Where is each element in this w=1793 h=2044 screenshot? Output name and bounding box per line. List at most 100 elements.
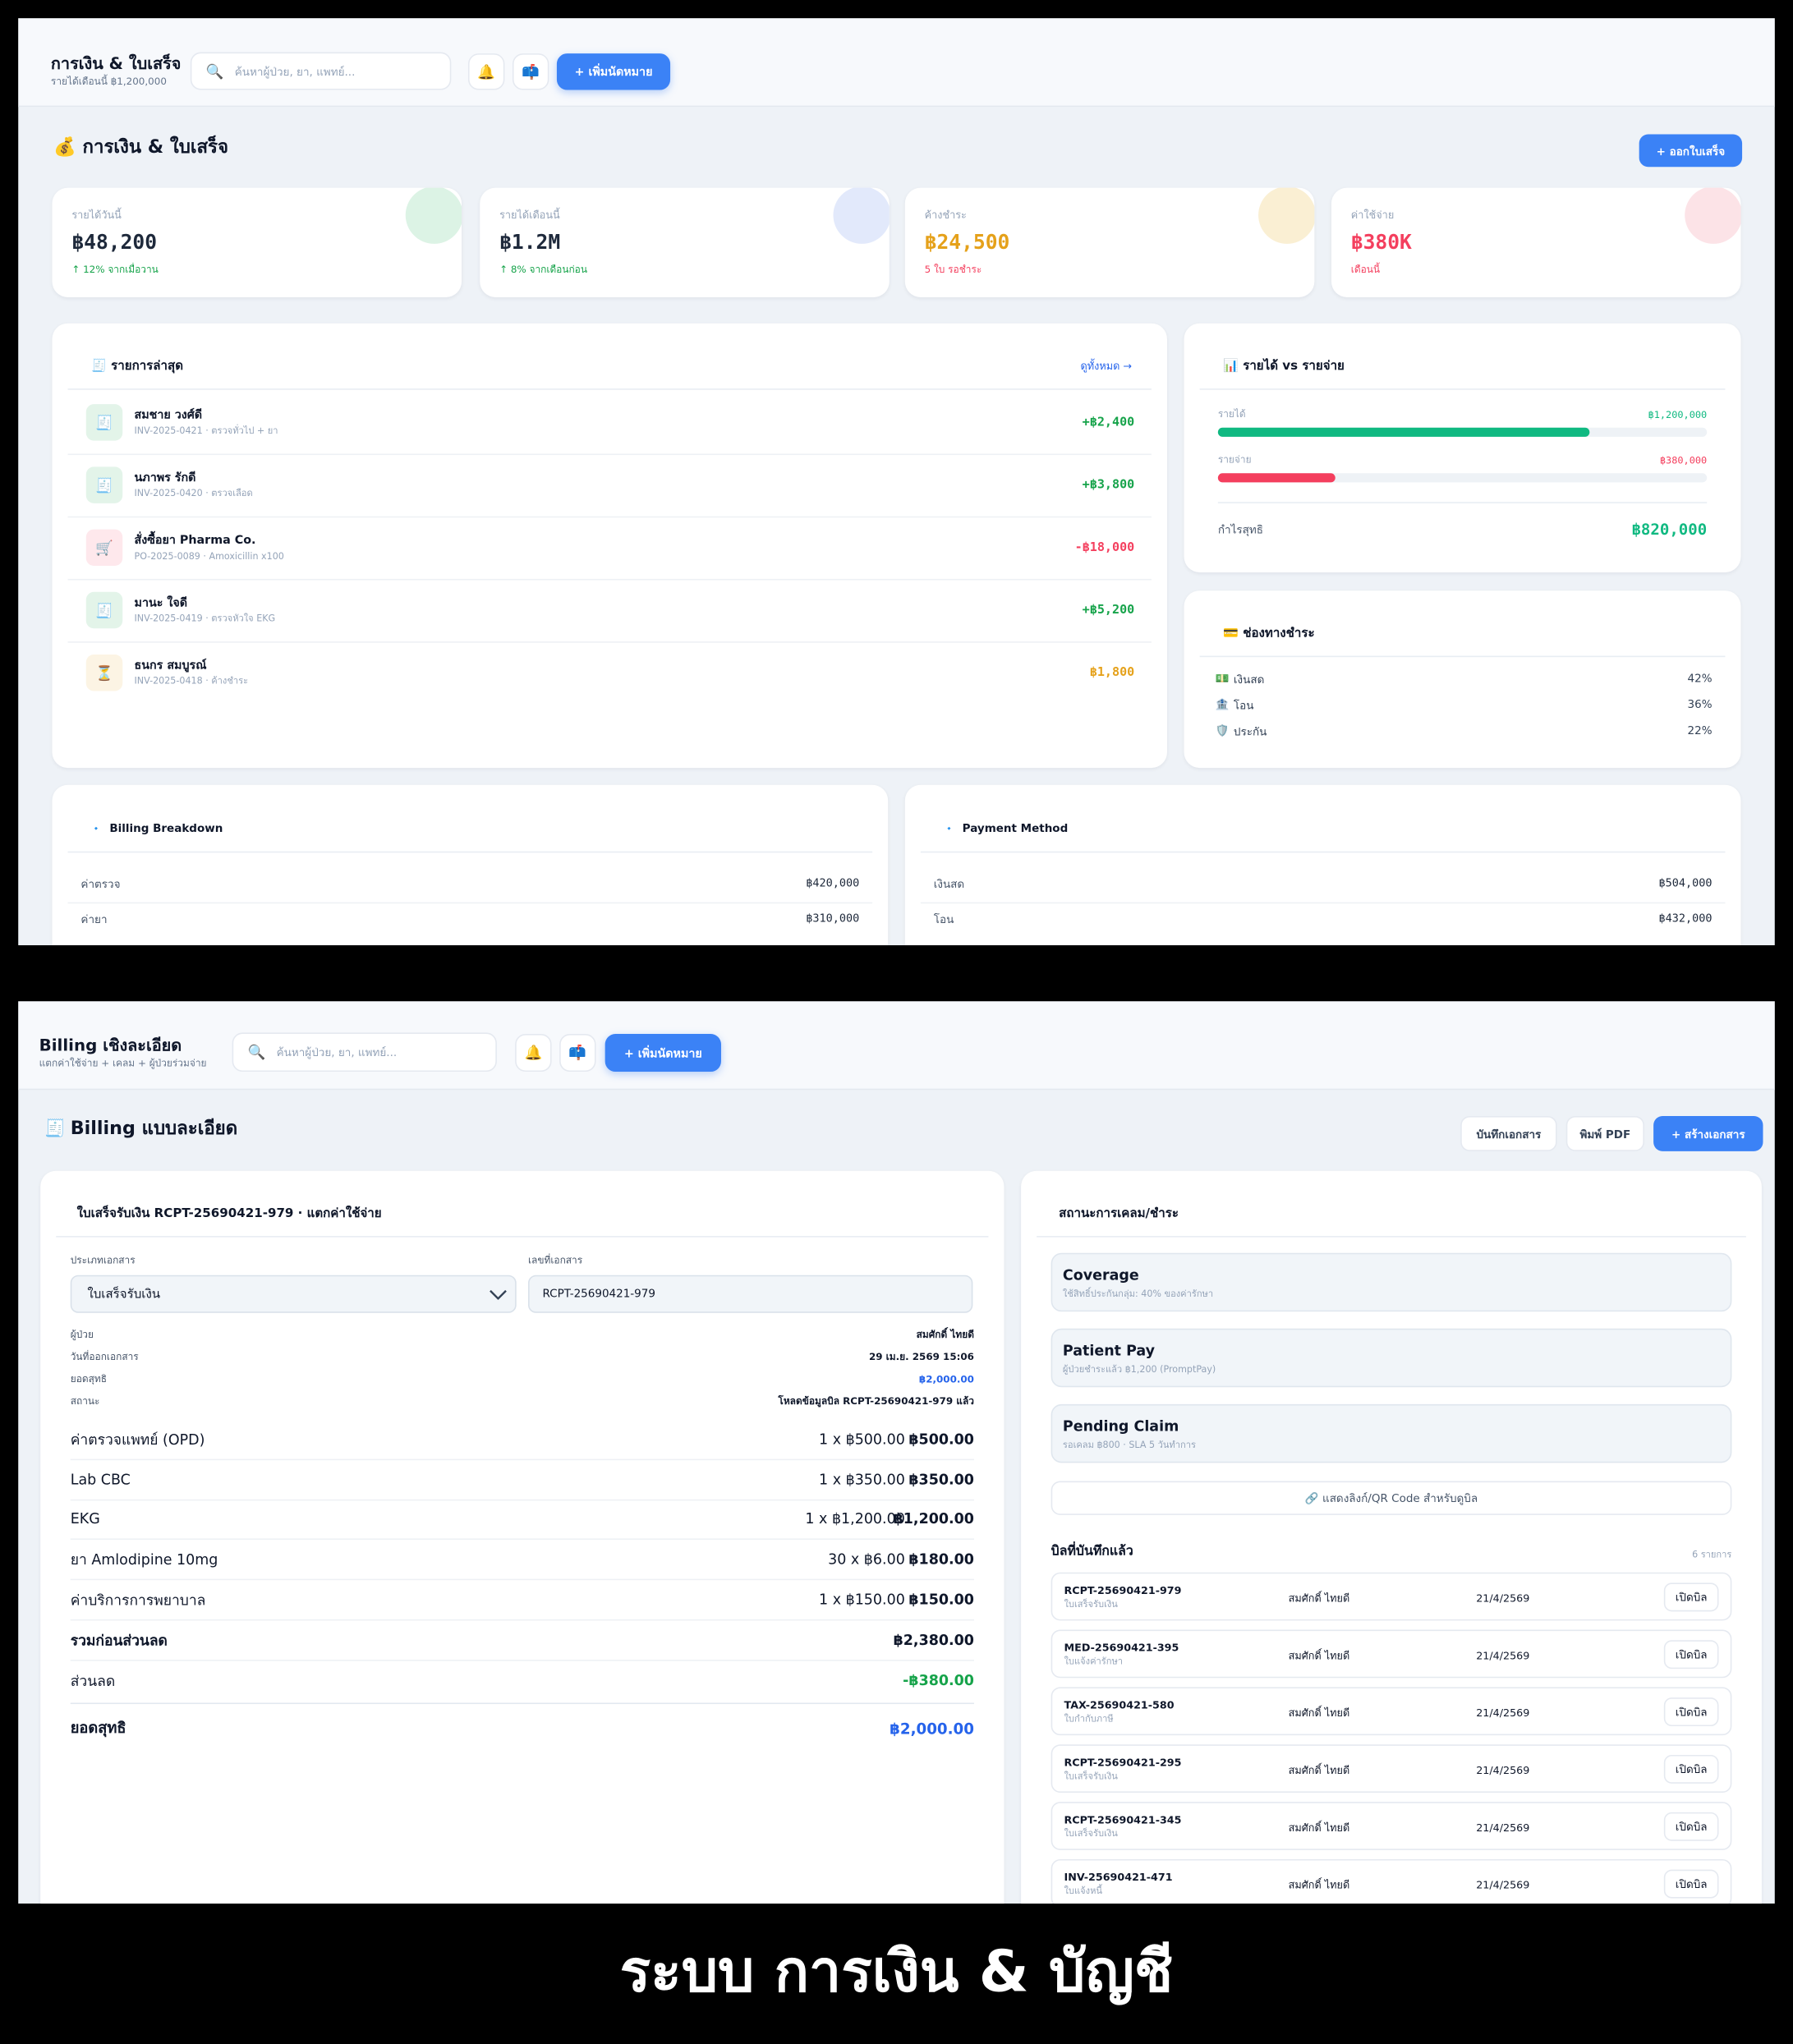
page-title: Billing แบบละเอียด [70, 1118, 238, 1140]
bill-date: 21/4/2569 [1476, 1650, 1530, 1662]
transaction-row: 🛒 สั่งซื้อยา Pharma Co. PO-2025-0089 · Amo… [67, 517, 1152, 581]
bill-patient: สมศักดิ์ ไทยดี [1288, 1592, 1350, 1605]
bill-date: 21/4/2569 [1476, 1707, 1530, 1720]
transaction-detail: INV-2025-0419 · ตรวจหัวใจ EKG [134, 613, 276, 624]
transaction-row: 🧾 มานะ ใจดี INV-2025-0419 · ตรวจหัวใจ EKG +… [67, 579, 1152, 643]
item-amount: ฿500.00 [908, 1431, 974, 1449]
open-bill-button[interactable]: เปิดบิล [1663, 1812, 1719, 1841]
status-title: Pending Claim [1062, 1417, 1179, 1435]
search-icon: 🔍 [247, 1043, 266, 1061]
item-qty: 1 x ฿350.00 [819, 1471, 905, 1489]
bell-button[interactable]: 🔔 [467, 53, 505, 90]
document-card: ใบเสร็จรับเงิน RCPT-25690421-979 · แตกค่… [40, 1170, 1005, 1904]
app-subtitle: แตกค่าใช้จ่าย + เคลม + ผู้ป่วยร่วมจ่าย [39, 1057, 207, 1069]
bill-patient: สมศักดิ์ ไทยดี [1288, 1650, 1350, 1662]
transaction-icon: 🧾 [85, 591, 123, 629]
bar-track [1217, 427, 1708, 437]
open-bill-button[interactable]: เปิดบิล [1663, 1754, 1719, 1784]
item-name: ค่าตรวจแพทย์ (OPD) [70, 1431, 205, 1449]
item-amount: ฿150.00 [908, 1591, 974, 1609]
summary-card: 🔹 Payment Method เงินสด ฿504,000 โอน ฿432,000 [904, 784, 1741, 946]
divider [70, 1499, 974, 1501]
status-detail: ใช้สิทธิ์ประกันกลุ่ม: 40% ของค่ารักษา [1062, 1288, 1214, 1300]
total-value: ฿2,000.00 [890, 1720, 974, 1739]
channel-share: 22% [1687, 724, 1713, 738]
field-label: ประเภทเอกสาร [70, 1254, 136, 1266]
stat-card: รายได้วันนี้ ฿48,200 ↑ 12% จากเมื่อวาน [52, 187, 462, 297]
view-all-link[interactable]: ดูทั้งหมด → [1080, 360, 1133, 373]
bill-row: RCPT-25690421-295 ใบเสร็จรับเงิน สมศักดิ์ … [1051, 1744, 1732, 1793]
item-qty: 1 x ฿500.00 [819, 1431, 905, 1449]
bill-row: RCPT-25690421-979 ใบเสร็จรับเงิน สมศักดิ์ … [1051, 1572, 1732, 1621]
finance-screen: การเงิน & ใบเสร็จ รายได้เดือนนี้ ฿1,200,0… [18, 18, 1775, 946]
action-button[interactable]: บันทึกเอกสาร [1460, 1116, 1557, 1151]
payment-channels-card: 💳 ช่องทางชำระ 💵 เงินสด 42% 🏦 โอน 36% 🛡️ ประกัน 22… [1184, 590, 1741, 769]
bill-code: TAX-25690421-580 [1064, 1699, 1175, 1711]
bill-type: ใบแจ้งค่ารักษา [1064, 1656, 1124, 1667]
add-appointment-button[interactable]: + เพิ่มนัดหมาย [556, 53, 671, 90]
open-bill-button[interactable]: เปิดบิล [1663, 1582, 1719, 1612]
stat-note: เดือนนี้ [1350, 263, 1381, 275]
subtotal-label: รวมก่อนส่วนลด [70, 1632, 168, 1650]
transaction-detail: INV-2025-0421 · ตรวจทั่วไป + ยา [134, 425, 278, 437]
caption: ระบบ การเงิน & บัญชี [619, 1938, 1174, 2005]
income-expense-card: 📊 รายได้ vs รายจ่าย รายได้ ฿1,200,000 รายจ่… [1184, 323, 1741, 572]
open-bill-button[interactable]: เปิดบิล [1663, 1640, 1719, 1670]
divider [1199, 655, 1726, 658]
subtotal-value: ฿2,380.00 [893, 1631, 974, 1649]
mail-button[interactable]: 📫 [559, 1033, 596, 1073]
transaction-icon: ⏳ [85, 654, 123, 691]
stat-value: ฿1.2M [499, 231, 561, 255]
action-button[interactable]: พิมพ์ PDF [1565, 1116, 1645, 1151]
channel-icon: 🛡️ [1215, 724, 1230, 738]
billing-screen: Billing เชิงละเอียด แตกค่าใช้จ่าย + เคลม … [18, 1001, 1775, 1904]
mail-button[interactable]: 📫 [512, 53, 549, 90]
bill-date: 21/4/2569 [1476, 1764, 1530, 1777]
issue-receipt-button[interactable]: + ออกใบเสร็จ [1639, 134, 1743, 168]
bar-fill [1217, 473, 1336, 483]
transaction-amount: +฿2,400 [1082, 415, 1135, 430]
channel-icon: 💵 [1215, 673, 1230, 687]
add-appointment-button[interactable]: + เพิ่มนัดหมาย [605, 1033, 721, 1073]
card-title: สถานะการเคลม/ชำระ [1059, 1206, 1179, 1221]
divider [56, 1236, 989, 1238]
bell-button[interactable]: 🔔 [515, 1033, 552, 1073]
info-value: ฿2,000.00 [918, 1373, 974, 1385]
stat-note: 5 ใบ รอชำระ [924, 263, 982, 275]
channel-share: 36% [1687, 698, 1713, 712]
transaction-name: สั่งซื้อยา Pharma Co. [134, 534, 256, 548]
qr-link-button[interactable]: 🔗 แสดงลิงก์/QR Code สำหรับดูบิล [1051, 1481, 1732, 1515]
stat-label: ค่าใช้จ่าย [1350, 209, 1395, 222]
stat-card: รายได้เดือนนี้ ฿1.2M ↑ 8% จากเดือนก่อน [480, 187, 890, 297]
transaction-name: นภาพร รักดี [134, 471, 196, 485]
bill-code: INV-25690421-471 [1064, 1872, 1173, 1884]
doc-type-select[interactable]: ใบเสร็จรับเงิน [70, 1275, 517, 1313]
transaction-name: สมชาย วงศ์ดี [134, 409, 203, 423]
item-name: Lab CBC [70, 1471, 131, 1489]
app-title: การเงิน & ใบเสร็จ [50, 53, 182, 73]
stat-label: รายได้เดือนนี้ [499, 209, 560, 222]
search-placeholder: ค้นหาผู้ป่วย, ยา, แพทย์... [234, 66, 356, 80]
transaction-detail: INV-2025-0418 · ค้างชำระ [134, 676, 249, 687]
summary-label: โอน [933, 913, 954, 927]
stat-value: ฿24,500 [924, 231, 1010, 255]
stat-accent [1258, 187, 1315, 244]
divider [1199, 388, 1726, 390]
transaction-row: 🧾 สมชาย วงศ์ดี INV-2025-0421 · ตรวจทั่วไป … [67, 391, 1152, 456]
field-label: เลขที่เอกสาร [527, 1254, 583, 1266]
search-icon: 🔍 [205, 62, 224, 80]
open-bill-button[interactable]: เปิดบิล [1663, 1697, 1719, 1727]
select-value: ใบเสร็จรับเงิน [87, 1286, 161, 1302]
bill-type: ใบเสร็จรับเงิน [1064, 1771, 1118, 1782]
search-box[interactable]: 🔍 ค้นหาผู้ป่วย, ยา, แพทย์... [190, 52, 452, 90]
search-box[interactable]: 🔍 ค้นหาผู้ป่วย, ยา, แพทย์... [232, 1032, 497, 1073]
transaction-icon: 🛒 [85, 529, 123, 567]
channel-label: โอน [1233, 700, 1254, 714]
stat-value: ฿48,200 [71, 231, 158, 255]
doc-number-input[interactable]: RCPT-25690421-979 [527, 1275, 973, 1313]
open-bill-button[interactable]: เปิดบิล [1663, 1869, 1719, 1899]
transaction-row: 🧾 นภาพร รักดี INV-2025-0420 · ตรวจเลือด +฿3… [67, 453, 1152, 518]
channel-label: ประกัน [1233, 726, 1267, 740]
action-button[interactable]: + สร้างเอกสาร [1653, 1116, 1763, 1151]
